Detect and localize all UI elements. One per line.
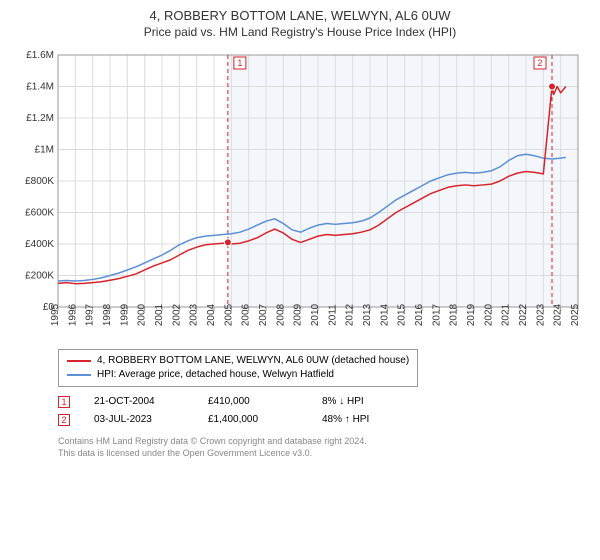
svg-text:2003: 2003 [189,303,200,326]
event-marker-icon: 2 [58,414,70,426]
event-price: £410,000 [208,393,298,411]
event-diff: 48% ↑ HPI [322,411,369,429]
svg-text:2002: 2002 [171,303,182,326]
chart-container: 4, ROBBERY BOTTOM LANE, WELWYN, AL6 0UW … [0,0,600,560]
legend-item: HPI: Average price, detached house, Welw… [67,368,409,382]
svg-text:£200K: £200K [25,271,54,282]
svg-text:£1.2M: £1.2M [26,113,54,124]
event-price: £1,400,000 [208,411,298,429]
svg-text:2015: 2015 [397,303,408,326]
svg-text:1998: 1998 [102,303,113,326]
svg-text:2021: 2021 [501,303,512,326]
svg-text:2006: 2006 [241,303,252,326]
svg-text:2023: 2023 [535,303,546,326]
chart-area: £0£200K£400K£600K£800K£1M£1.2M£1.4M£1.6M… [10,45,590,345]
svg-text:£400K: £400K [25,239,54,250]
event-date: 03-JUL-2023 [94,411,184,429]
svg-text:1999: 1999 [119,303,130,326]
svg-text:1995: 1995 [50,303,61,326]
svg-text:2017: 2017 [431,303,442,326]
legend-label: HPI: Average price, detached house, Welw… [97,368,334,382]
svg-text:2016: 2016 [414,303,425,326]
svg-text:2014: 2014 [379,303,390,326]
copyright-line: Contains HM Land Registry data © Crown c… [58,435,590,447]
svg-text:2025: 2025 [570,303,581,326]
svg-text:2020: 2020 [483,303,494,326]
line-chart-svg: £0£200K£400K£600K£800K£1M£1.2M£1.4M£1.6M… [10,45,590,345]
svg-text:£800K: £800K [25,176,54,187]
svg-text:£1.6M: £1.6M [26,50,54,61]
svg-text:2005: 2005 [223,303,234,326]
svg-text:2010: 2010 [310,303,321,326]
event-marker-number: 1 [61,393,66,411]
svg-text:2012: 2012 [345,303,356,326]
svg-text:2001: 2001 [154,303,165,326]
copyright: Contains HM Land Registry data © Crown c… [58,435,590,459]
event-row: 2 03-JUL-2023 £1,400,000 48% ↑ HPI [58,411,590,429]
event-table: 1 21-OCT-2004 £410,000 8% ↓ HPI 2 03-JUL… [58,393,590,429]
svg-text:2007: 2007 [258,303,269,326]
legend-swatch [67,374,91,376]
svg-text:£600K: £600K [25,208,54,219]
svg-text:2018: 2018 [449,303,460,326]
chart-subtitle: Price paid vs. HM Land Registry's House … [10,25,590,39]
event-date: 21-OCT-2004 [94,393,184,411]
svg-text:2019: 2019 [466,303,477,326]
svg-text:1996: 1996 [67,303,78,326]
svg-text:2004: 2004 [206,303,217,326]
event-row: 1 21-OCT-2004 £410,000 8% ↓ HPI [58,393,590,411]
svg-text:2022: 2022 [518,303,529,326]
svg-text:2008: 2008 [275,303,286,326]
svg-text:2024: 2024 [553,303,564,326]
svg-text:1: 1 [237,58,242,68]
legend-swatch [67,360,91,362]
svg-text:2009: 2009 [293,303,304,326]
svg-text:2013: 2013 [362,303,373,326]
svg-text:2011: 2011 [327,304,338,326]
chart-title: 4, ROBBERY BOTTOM LANE, WELWYN, AL6 0UW [10,8,590,23]
event-marker-icon: 1 [58,396,70,408]
svg-text:£1M: £1M [35,145,54,156]
svg-text:£1.4M: £1.4M [26,82,54,93]
event-diff: 8% ↓ HPI [322,393,364,411]
svg-text:2000: 2000 [137,303,148,326]
legend-label: 4, ROBBERY BOTTOM LANE, WELWYN, AL6 0UW … [97,354,409,368]
svg-text:1997: 1997 [85,303,96,326]
copyright-line: This data is licensed under the Open Gov… [58,447,590,459]
legend: 4, ROBBERY BOTTOM LANE, WELWYN, AL6 0UW … [58,349,418,387]
legend-item: 4, ROBBERY BOTTOM LANE, WELWYN, AL6 0UW … [67,354,409,368]
event-marker-number: 2 [61,411,66,429]
svg-text:2: 2 [537,58,542,68]
